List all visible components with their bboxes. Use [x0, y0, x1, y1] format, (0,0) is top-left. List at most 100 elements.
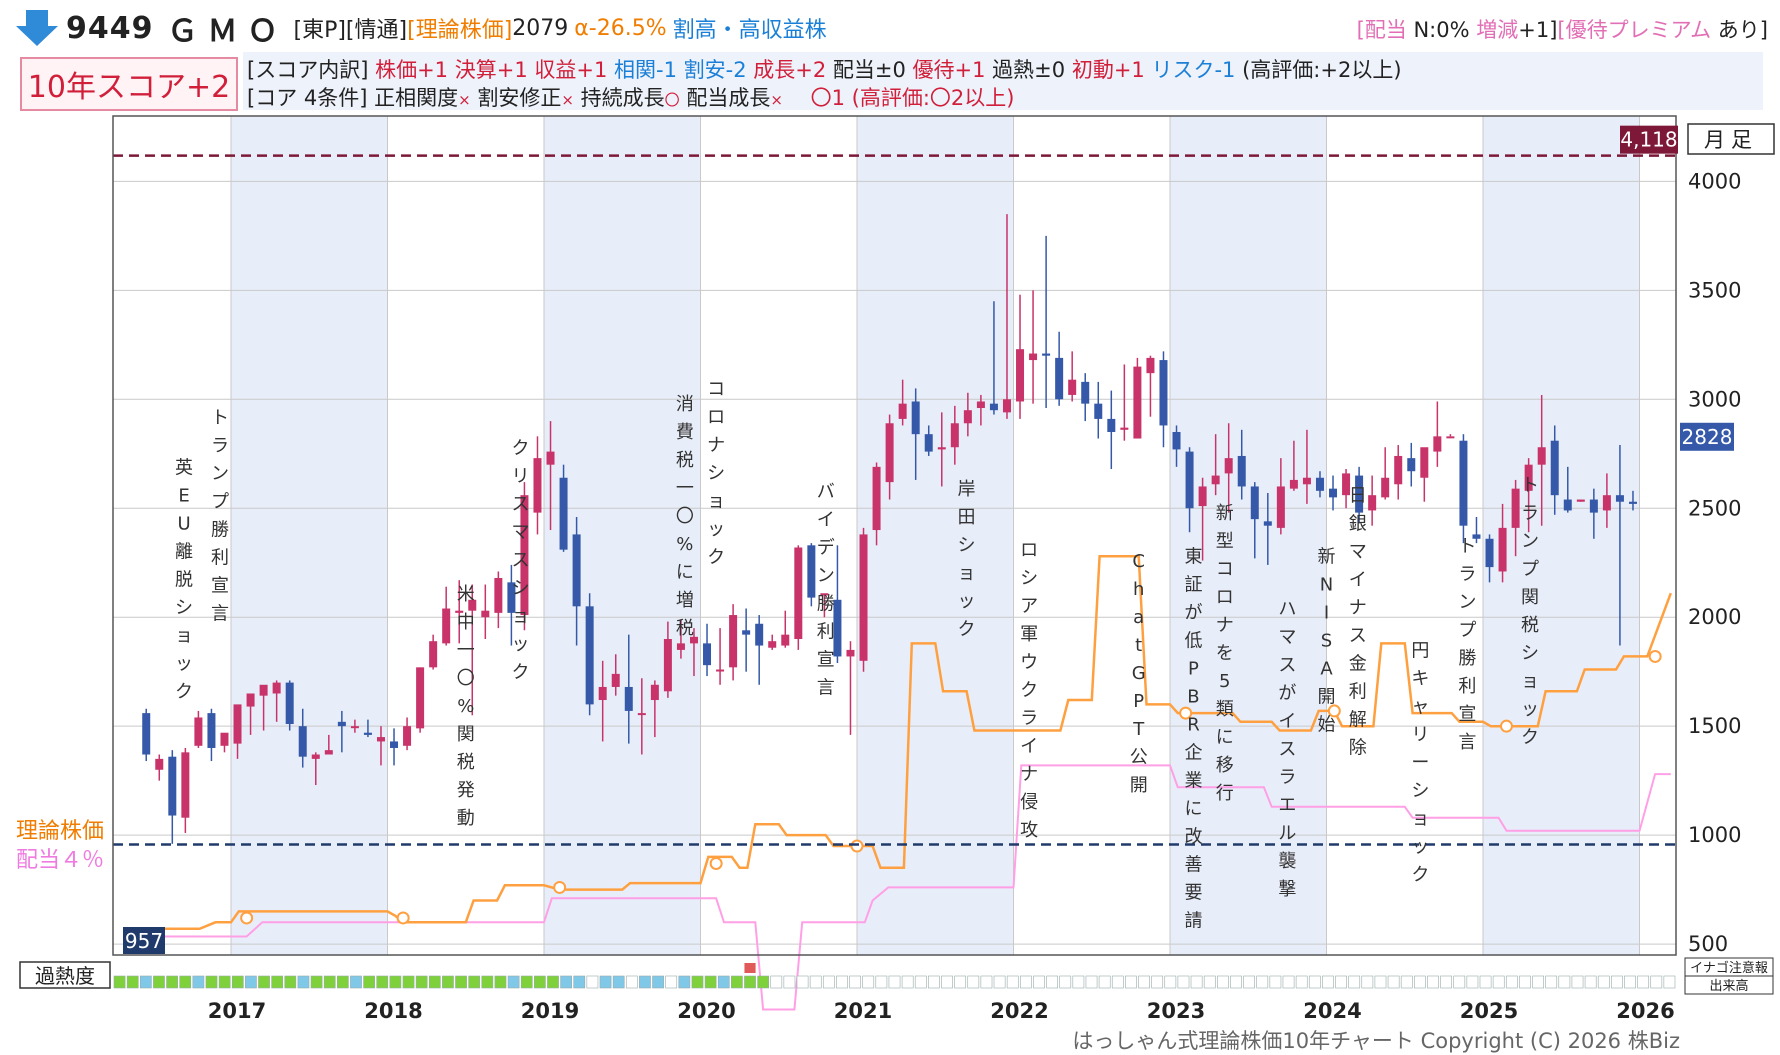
svg-text:金: 金 — [1349, 654, 1367, 675]
grid-lines — [113, 116, 1676, 955]
svg-text:宣: 宣 — [817, 649, 835, 670]
candle-2021-12 — [1002, 214, 1011, 419]
candle-2025-07 — [1563, 466, 1572, 513]
svg-text:ル: ル — [1278, 823, 1296, 844]
svg-text:ッ: ッ — [707, 519, 725, 540]
svg-text:ク: ク — [707, 547, 725, 568]
overheat-cell-116 — [1637, 975, 1650, 989]
svg-text:N: N — [1320, 575, 1333, 596]
candle-2017-02 — [246, 693, 255, 735]
dividend-summary: [配当 N:0% 増減+1][優待プレミアム あり] — [1357, 14, 1768, 44]
candle-2018-01 — [390, 728, 399, 766]
market-tags: [東P][情通] — [293, 18, 408, 43]
overheat-cell-115 — [1624, 975, 1636, 989]
core-result: 〇1 (高評価:〇2以上) — [810, 86, 1015, 110]
candle-2021-02 — [872, 462, 881, 546]
candle-2016-07 — [155, 754, 164, 781]
low-marker: 957 — [123, 927, 165, 954]
svg-text:業: 業 — [1184, 771, 1202, 792]
svg-text:R: R — [1187, 715, 1200, 736]
overheat-cell-67 — [993, 975, 1006, 989]
overheat-cell-27 — [468, 975, 481, 989]
score-detail-panel: [スコア内訳] 株価+1 決算+1 収益+1 相関-1 割安-2 成長+2 配当… — [243, 52, 1763, 110]
candle-2018-11 — [520, 482, 529, 631]
year-band-2025 — [1483, 116, 1640, 955]
candle-2025-09 — [1589, 488, 1598, 539]
svg-text:動: 動 — [457, 808, 475, 829]
svg-text:ョ: ョ — [958, 563, 976, 584]
y-axis: 500 1000 1500 2000 2500 3000 3500 4000 月足 — [1687, 123, 1775, 956]
ticker-code: 9449 — [66, 10, 154, 46]
svg-text:請: 請 — [1184, 911, 1202, 932]
theory-point-6 — [1327, 704, 1341, 718]
y-tick-3000: 3000 — [1688, 387, 1741, 411]
candle-2020-04 — [742, 608, 751, 672]
svg-text:A: A — [1320, 659, 1333, 680]
svg-text:ス: ス — [1349, 626, 1367, 647]
svg-text:関: 関 — [457, 724, 475, 745]
svg-text:税: 税 — [457, 752, 475, 773]
overheat-cell-8 — [218, 975, 231, 989]
header: 9449 ＧＭＯ [東P][情通] [理論株価] 2079 α-26.5% 割高… — [0, 0, 1780, 111]
event-annotations: 英EU離脱ショックトランプ勝利宣言米中一〇%関税発動クリスマスショック消費税一〇… — [175, 379, 1539, 932]
svg-text:月足: 月足 — [1704, 128, 1758, 152]
core-item-0: 正相関度× — [374, 86, 471, 110]
company-name: ＧＭＯ — [167, 14, 288, 49]
theory-point-3 — [709, 856, 723, 870]
svg-text:解: 解 — [1349, 710, 1367, 731]
svg-text:プ: プ — [1458, 620, 1476, 641]
svg-text:デ: デ — [817, 537, 835, 558]
x-tick-2019: 2019 — [521, 999, 579, 1023]
overheat-cell-19 — [363, 975, 375, 989]
svg-text:に: に — [1184, 799, 1202, 820]
overheat-cell-51 — [783, 975, 796, 989]
overheat-cell-110 — [1558, 975, 1571, 989]
down-arrow-icon — [16, 10, 58, 46]
overheat-cell-34 — [560, 975, 573, 989]
candle-2024-09 — [1433, 401, 1442, 467]
candle-2022-10 — [1133, 357, 1142, 439]
overheat-cell-95 — [1361, 975, 1374, 989]
candle-2022-09 — [1120, 364, 1129, 441]
overheat-cell-86 — [1243, 975, 1255, 989]
overheat-cell-43 — [678, 975, 691, 989]
overheat-cell-68 — [1006, 975, 1019, 989]
candle-2017-03 — [259, 684, 268, 731]
score-item-2: 収益+1 — [527, 58, 608, 82]
candle-2021-09 — [963, 392, 972, 437]
svg-text:ス: ス — [512, 550, 530, 571]
svg-text:G: G — [1132, 663, 1146, 684]
candle-2024-05 — [1381, 447, 1390, 500]
overheat-cell-78 — [1138, 975, 1150, 989]
overheat-cell-99 — [1414, 975, 1426, 989]
y-tick-3500: 3500 — [1688, 278, 1741, 302]
svg-text:が: が — [1278, 683, 1296, 704]
svg-text:〇: 〇 — [676, 506, 694, 527]
overheat-cell-52 — [796, 975, 809, 989]
score-item-4: 割安-2 — [676, 58, 747, 82]
svg-text:開: 開 — [1318, 687, 1336, 708]
candle-2016-08 — [168, 750, 177, 844]
overheat-cell-46 — [717, 975, 730, 989]
svg-text:キ: キ — [1411, 668, 1429, 689]
candle-2023-12 — [1315, 471, 1324, 498]
overheat-cell-5 — [179, 975, 192, 989]
theory-point-2 — [553, 880, 567, 894]
candle-2022-11 — [1146, 355, 1155, 417]
score-breakdown-prefix: [スコア内訳] — [247, 58, 369, 82]
overheat-cell-47 — [731, 975, 743, 989]
overheat-cell-41 — [652, 975, 664, 989]
svg-text:銀: 銀 — [1349, 514, 1367, 535]
svg-text:ク: ク — [512, 662, 530, 683]
svg-text:開: 開 — [1130, 775, 1148, 796]
candle-2025-02 — [1498, 503, 1507, 583]
candle-2018-09 — [494, 571, 503, 629]
svg-text:ト: ト — [1521, 475, 1539, 496]
overheat-cell-107 — [1519, 975, 1531, 989]
candle-2022-05 — [1068, 351, 1077, 402]
